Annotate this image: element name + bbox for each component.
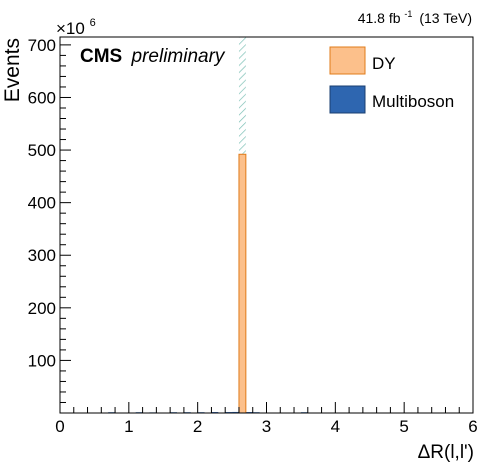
x-axis-label: ΔR(l,l')	[418, 442, 474, 463]
y-tick-label-600: 600	[28, 88, 56, 107]
luminosity-energy: (13 TeV)	[419, 10, 472, 26]
y-tick-label-400: 400	[28, 194, 56, 213]
exponent-power: 6	[90, 17, 96, 29]
y-tick-label-100: 100	[28, 351, 56, 370]
cms-italic: preliminary	[131, 46, 226, 67]
y-axis-label: Events	[1, 38, 24, 102]
y-tick-label-500: 500	[28, 141, 56, 160]
legend-swatch-dy	[329, 46, 366, 75]
y-tick-label-200: 200	[28, 299, 56, 318]
tick-labels-layer: 0 1 2 3 4 5 6 100 200 300 400 500 600 700	[28, 36, 478, 436]
x-tick-label-1: 1	[124, 417, 133, 436]
bar-dy-0	[238, 153, 247, 414]
y-tick-label-300: 300	[28, 246, 56, 265]
exponent-label: ×10 6	[56, 17, 96, 38]
x-tick-label-4: 4	[331, 417, 340, 436]
x-tick-label-2: 2	[193, 417, 202, 436]
legend-label-multiboson: Multiboson	[372, 92, 454, 111]
cms-label: CMS preliminary	[80, 46, 226, 67]
luminosity-exp: -1	[404, 9, 412, 19]
luminosity-label: 41.8 fb -1 (13 TeV)	[358, 4, 472, 26]
x-tick-label-0: 0	[55, 417, 64, 436]
x-tick-label-5: 5	[399, 417, 408, 436]
legend-swatch-multiboson	[329, 85, 366, 114]
x-tick-label-6: 6	[468, 417, 477, 436]
bar-multiboson-8	[232, 411, 239, 413]
cms-bold: CMS	[80, 46, 122, 67]
x-tick-label-3: 3	[262, 417, 271, 436]
ticks-layer	[59, 44, 474, 414]
exponent-base: ×10	[56, 19, 85, 38]
luminosity-value: 41.8 fb	[358, 10, 401, 26]
y-tick-label-700: 700	[28, 36, 56, 55]
legend-label-dy: DY	[372, 54, 396, 73]
legend: DY Multiboson	[329, 46, 454, 114]
